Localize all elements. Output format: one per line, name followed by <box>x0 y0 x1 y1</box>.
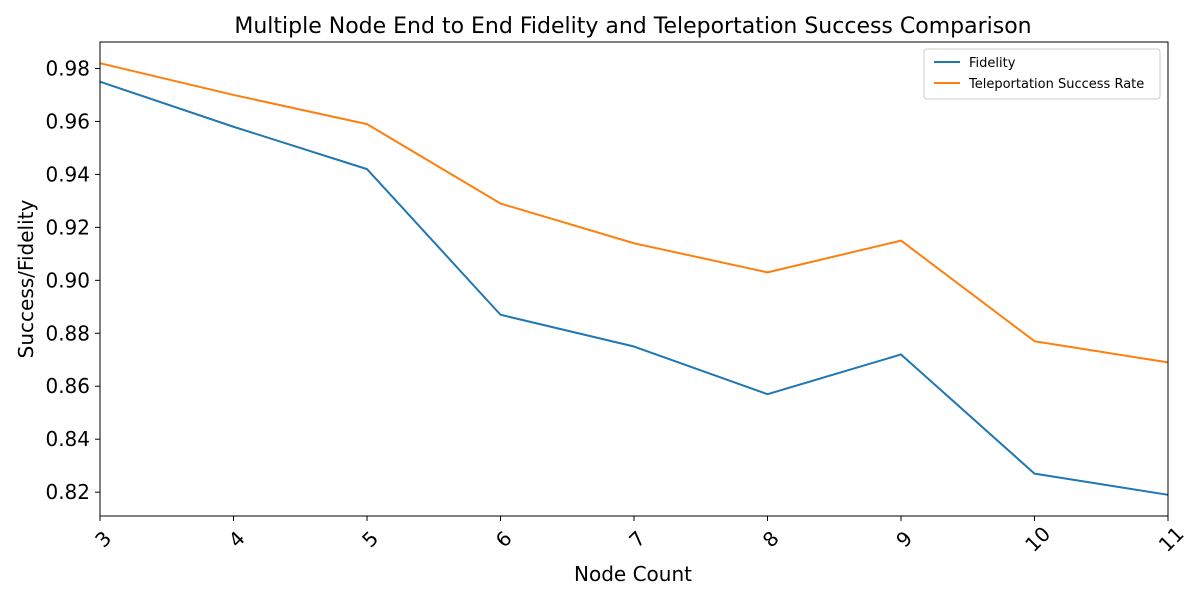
y-tick-label: 0.94 <box>45 162 90 186</box>
y-tick-label: 0.88 <box>45 321 90 345</box>
x-axis-label: Node Count <box>574 562 692 586</box>
x-tick-label: 11 <box>1154 522 1189 557</box>
x-tick-label: 10 <box>1020 522 1055 557</box>
y-tick-label: 0.92 <box>45 215 90 239</box>
y-tick-label: 0.90 <box>45 268 90 292</box>
y-axis-label: Success/Fidelity <box>14 200 38 359</box>
x-tick-label: 8 <box>758 526 784 552</box>
x-tick-label: 6 <box>491 526 517 552</box>
axes-frame <box>99 41 1169 517</box>
legend-box <box>923 48 1161 100</box>
chart-title: Multiple Node End to End Fidelity and Te… <box>234 14 1031 39</box>
x-tick-label: 7 <box>624 526 650 552</box>
y-tick-label: 0.82 <box>45 480 90 504</box>
y-tick-label: 0.98 <box>45 56 90 80</box>
legend: Fidelity Teleportation Success Rate <box>923 48 1161 100</box>
x-tick-label: 9 <box>891 526 917 552</box>
y-tick-label: 0.96 <box>45 109 90 133</box>
series-line-2 <box>99 62 1169 364</box>
x-tick-label: 5 <box>357 526 383 552</box>
plot-area: 3 4 5 6 7 8 9 10 11 0.82 0.84 0.86 0.88 0.90 0.92 0.94 0… <box>45 41 1189 557</box>
y-tick-label: 0.86 <box>45 374 90 398</box>
x-tick-label: 3 <box>90 526 116 552</box>
x-tick-label: 4 <box>224 526 250 552</box>
series-line-1 <box>99 80 1169 496</box>
legend-label: Teleportation Success Rate <box>968 77 1144 92</box>
legend-label: Fidelity <box>969 56 1016 71</box>
y-tick-label: 0.84 <box>45 427 90 451</box>
